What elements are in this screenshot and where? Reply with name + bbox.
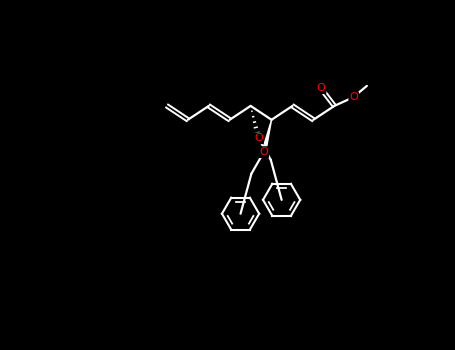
Text: O: O	[317, 83, 325, 93]
Polygon shape	[262, 120, 272, 153]
Text: O: O	[349, 92, 358, 103]
Text: O: O	[259, 147, 268, 157]
Text: O: O	[254, 133, 263, 143]
